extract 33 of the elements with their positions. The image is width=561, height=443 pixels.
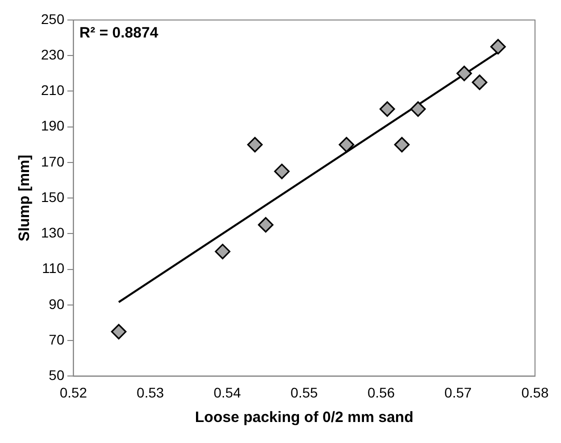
point [490, 38, 506, 54]
y-tick-label: 230 [41, 46, 65, 62]
point [394, 136, 410, 152]
annotation: R² = 0.8874 [79, 24, 159, 42]
point [456, 66, 472, 82]
y-tick-label: 90 [48, 296, 65, 312]
point [380, 101, 396, 117]
point [214, 244, 230, 260]
x-tick-label: 0.55 [290, 384, 318, 400]
x-tick-label: 0.54 [214, 384, 242, 400]
x-axis-title: Loose packing of 0/2 mm sand [194, 409, 414, 426]
point [338, 136, 354, 152]
point [472, 74, 488, 90]
point [258, 217, 274, 233]
y-tick-label: 110 [42, 260, 65, 276]
y-tick-label: 210 [41, 82, 65, 98]
x-tick-label: 0.57 [444, 384, 472, 400]
y-tick-label: 150 [41, 188, 65, 205]
x-tick-label: 0.58 [521, 384, 549, 400]
y-axis-title: Slump [mm] [16, 154, 34, 242]
point [410, 101, 426, 117]
x-tick-label: 0.53 [136, 384, 164, 400]
y-tick-label: 190 [41, 118, 65, 134]
x-tick-label: 0.52 [60, 384, 88, 400]
point [274, 164, 290, 180]
x-tick-label: 0.56 [367, 384, 395, 400]
y-tick-label: 250 [41, 10, 65, 27]
y-tick-label: 50 [48, 367, 65, 384]
y-tick-label: 130 [41, 224, 65, 241]
y-tick-label: 170 [41, 153, 65, 170]
point [111, 324, 127, 340]
y-tick-label: 70 [48, 331, 65, 348]
point [247, 136, 263, 152]
